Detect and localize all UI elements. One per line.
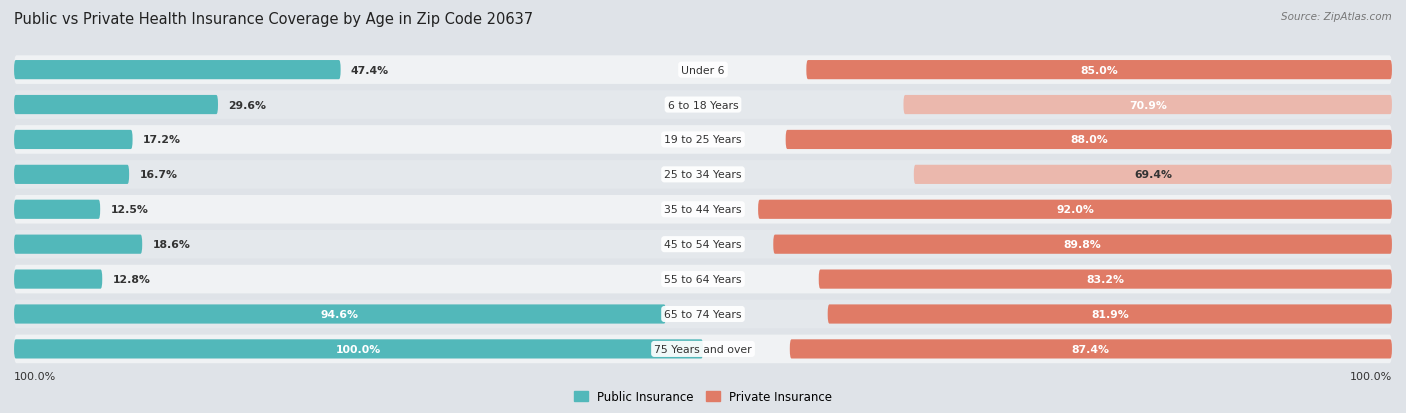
Text: 69.4%: 69.4% xyxy=(1133,170,1171,180)
Text: 88.0%: 88.0% xyxy=(1070,135,1108,145)
FancyBboxPatch shape xyxy=(904,96,1392,115)
Text: 29.6%: 29.6% xyxy=(228,100,266,110)
Text: 47.4%: 47.4% xyxy=(352,66,389,76)
FancyBboxPatch shape xyxy=(14,270,103,289)
Text: 92.0%: 92.0% xyxy=(1056,205,1094,215)
FancyBboxPatch shape xyxy=(14,195,1392,224)
FancyBboxPatch shape xyxy=(14,339,703,358)
FancyBboxPatch shape xyxy=(14,61,340,80)
FancyBboxPatch shape xyxy=(786,131,1392,150)
FancyBboxPatch shape xyxy=(14,335,1392,363)
Text: 18.6%: 18.6% xyxy=(152,240,190,249)
FancyBboxPatch shape xyxy=(14,161,1392,189)
Text: 17.2%: 17.2% xyxy=(143,135,181,145)
Text: 19 to 25 Years: 19 to 25 Years xyxy=(664,135,742,145)
Text: 65 to 74 Years: 65 to 74 Years xyxy=(664,309,742,319)
FancyBboxPatch shape xyxy=(914,165,1392,185)
Text: 100.0%: 100.0% xyxy=(336,344,381,354)
Text: 100.0%: 100.0% xyxy=(14,370,56,381)
Text: 25 to 34 Years: 25 to 34 Years xyxy=(664,170,742,180)
Text: 35 to 44 Years: 35 to 44 Years xyxy=(664,205,742,215)
FancyBboxPatch shape xyxy=(14,56,1392,85)
Text: 16.7%: 16.7% xyxy=(139,170,177,180)
Text: 55 to 64 Years: 55 to 64 Years xyxy=(664,274,742,285)
Text: 12.5%: 12.5% xyxy=(111,205,149,215)
FancyBboxPatch shape xyxy=(828,305,1392,324)
Text: 83.2%: 83.2% xyxy=(1087,274,1125,285)
FancyBboxPatch shape xyxy=(790,339,1392,358)
Text: 100.0%: 100.0% xyxy=(1350,370,1392,381)
FancyBboxPatch shape xyxy=(758,200,1392,219)
FancyBboxPatch shape xyxy=(14,265,1392,294)
Text: 87.4%: 87.4% xyxy=(1071,344,1109,354)
Text: Source: ZipAtlas.com: Source: ZipAtlas.com xyxy=(1281,12,1392,22)
Text: 75 Years and over: 75 Years and over xyxy=(654,344,752,354)
Text: 89.8%: 89.8% xyxy=(1064,240,1101,249)
Legend: Public Insurance, Private Insurance: Public Insurance, Private Insurance xyxy=(569,385,837,408)
FancyBboxPatch shape xyxy=(807,61,1392,80)
Text: 81.9%: 81.9% xyxy=(1091,309,1129,319)
FancyBboxPatch shape xyxy=(14,131,132,150)
FancyBboxPatch shape xyxy=(818,270,1392,289)
Text: 70.9%: 70.9% xyxy=(1129,100,1167,110)
Text: 12.8%: 12.8% xyxy=(112,274,150,285)
Text: Public vs Private Health Insurance Coverage by Age in Zip Code 20637: Public vs Private Health Insurance Cover… xyxy=(14,12,533,27)
FancyBboxPatch shape xyxy=(14,230,1392,259)
FancyBboxPatch shape xyxy=(14,300,1392,328)
FancyBboxPatch shape xyxy=(14,91,1392,119)
FancyBboxPatch shape xyxy=(14,126,1392,154)
FancyBboxPatch shape xyxy=(14,165,129,185)
Text: Under 6: Under 6 xyxy=(682,66,724,76)
Text: 85.0%: 85.0% xyxy=(1080,66,1118,76)
Text: 45 to 54 Years: 45 to 54 Years xyxy=(664,240,742,249)
FancyBboxPatch shape xyxy=(14,235,142,254)
FancyBboxPatch shape xyxy=(14,96,218,115)
FancyBboxPatch shape xyxy=(773,235,1392,254)
Text: 94.6%: 94.6% xyxy=(321,309,359,319)
FancyBboxPatch shape xyxy=(14,305,666,324)
Text: 6 to 18 Years: 6 to 18 Years xyxy=(668,100,738,110)
FancyBboxPatch shape xyxy=(14,200,100,219)
